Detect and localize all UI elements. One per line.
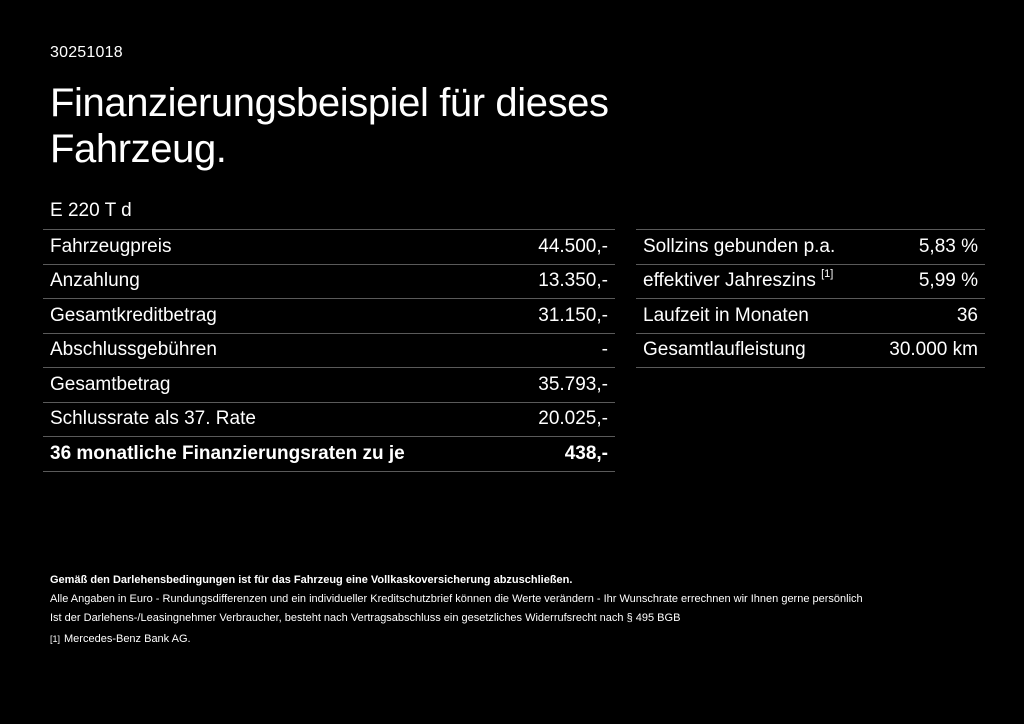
effective-rate-label: effektiver Jahreszins [643, 270, 816, 292]
row-label: Gesamtlaufleistung [636, 333, 869, 368]
row-label: Schlussrate als 37. Rate [43, 402, 510, 437]
row-value: 13.350,- [509, 264, 615, 299]
page-title: Finanzierungsbeispiel für dieses Fahrzeu… [50, 81, 609, 171]
table-row-vehicle-price: Fahrzeugpreis 44.500,- [43, 229, 615, 265]
table-row-down-payment: Anzahlung 13.350,- [43, 264, 615, 299]
vehicle-model: E 220 T d [50, 200, 132, 221]
row-value: 31.150,- [509, 298, 615, 334]
row-label: Anzahlung [43, 264, 510, 299]
row-label: Gesamtbetrag [43, 367, 510, 403]
footnote-marker: [1] [821, 268, 834, 281]
table-row-term-months: Laufzeit in Monaten 36 [636, 298, 985, 334]
row-value: 44.500,- [509, 229, 615, 265]
row-label: Abschlussgebühren [43, 333, 510, 368]
row-value: 438,- [509, 436, 615, 472]
row-value: 36 [868, 298, 985, 334]
legal-footer: Gemäß den Darlehensbedingungen ist für d… [50, 571, 990, 649]
row-value: 5,99 % [868, 264, 985, 299]
table-row-effective-rate: effektiver Jahreszins [1] 5,99 % [636, 264, 985, 299]
table-row-total-mileage: Gesamtlaufleistung 30.000 km [636, 333, 985, 368]
table-row-nominal-rate: Sollzins gebunden p.a. 5,83 % [636, 229, 985, 265]
table-row-monthly-rate: 36 monatliche Finanzierungsraten zu je 4… [43, 436, 615, 472]
table-row-total-loan: Gesamtkreditbetrag 31.150,- [43, 298, 615, 334]
table-row-final-rate: Schlussrate als 37. Rate 20.025,- [43, 402, 615, 437]
document-id: 30251018 [50, 44, 123, 61]
row-label: Laufzeit in Monaten [636, 298, 869, 334]
footnote-marker: [1] [50, 634, 61, 644]
row-value: 30.000 km [868, 333, 985, 368]
row-value: 5,83 % [868, 229, 985, 265]
row-label: Gesamtkreditbetrag [43, 298, 510, 334]
financing-table: Fahrzeugpreis 44.500,- Anzahlung 13.350,… [43, 229, 615, 472]
row-value: 35.793,- [509, 367, 615, 403]
row-value: - [509, 333, 615, 368]
row-value: 20.025,- [509, 402, 615, 437]
currency-note: Alle Angaben in Euro - Rundungsdifferenz… [50, 593, 863, 605]
row-label: effektiver Jahreszins [1] [636, 264, 869, 299]
insurance-note: Gemäß den Darlehensbedingungen ist für d… [50, 574, 573, 586]
footnote: [1] Mercedes-Benz Bank AG. [50, 630, 990, 649]
row-label: Fahrzeugpreis [43, 229, 510, 265]
row-label: 36 monatliche Finanzierungsraten zu je [43, 436, 510, 472]
interest-terms-table: Sollzins gebunden p.a. 5,83 % effektiver… [636, 229, 985, 368]
table-row-closing-fees: Abschlussgebühren - [43, 333, 615, 368]
footnote-text: Mercedes-Benz Bank AG. [64, 633, 191, 645]
table-row-total-amount: Gesamtbetrag 35.793,- [43, 367, 615, 403]
withdrawal-note: Ist der Darlehens-/Leasingnehmer Verbrau… [50, 612, 681, 624]
row-label: Sollzins gebunden p.a. [636, 229, 869, 265]
